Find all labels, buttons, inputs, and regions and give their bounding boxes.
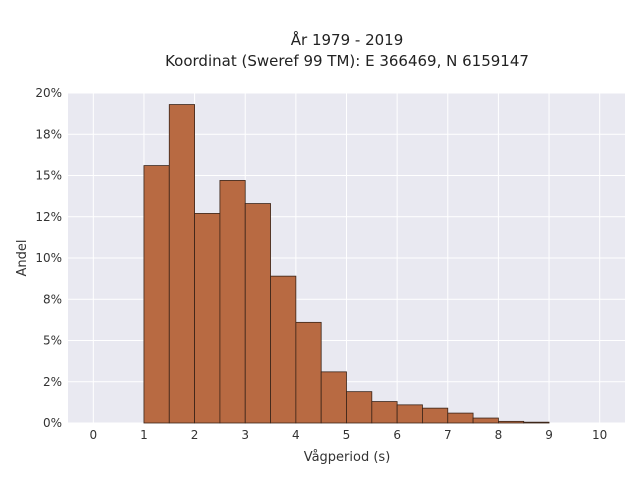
histogram-bar <box>371 401 398 424</box>
y-tick-label: 12% <box>35 210 62 224</box>
histogram-bar <box>498 420 525 424</box>
histogram-bar <box>270 275 297 424</box>
histogram-bars <box>143 104 550 424</box>
histogram-bar <box>295 321 322 424</box>
y-tick-label: 15% <box>35 169 62 183</box>
histogram-bar <box>396 404 423 424</box>
chart-title-line1: År 1979 - 2019 <box>291 30 404 49</box>
x-tick-label: 3 <box>241 428 249 442</box>
y-axis-ticks: 0% 2% 5% 8% 10% 12% 15% 18% 20% <box>35 86 62 430</box>
x-tick-label: 2 <box>191 428 199 442</box>
x-tick-label: 5 <box>343 428 351 442</box>
x-tick-label: 1 <box>140 428 148 442</box>
x-axis-label: Vågperiod (s) <box>304 450 391 465</box>
histogram-bar <box>320 371 347 424</box>
histogram-bar <box>346 391 373 424</box>
x-tick-label: 8 <box>495 428 503 442</box>
x-tick-label: 9 <box>545 428 553 442</box>
y-tick-label: 20% <box>35 86 62 100</box>
y-tick-label: 10% <box>35 251 62 265</box>
histogram-bar <box>447 412 474 424</box>
histogram-bar <box>422 407 449 424</box>
y-axis-label: Andel <box>15 240 30 277</box>
histogram-bar <box>143 165 170 424</box>
histogram-bar <box>523 421 550 424</box>
histogram-bar <box>219 180 246 424</box>
x-tick-label: 6 <box>393 428 401 442</box>
x-tick-label: 10 <box>592 428 607 442</box>
histogram-bar <box>168 104 195 424</box>
y-tick-label: 18% <box>35 127 62 141</box>
y-tick-label: 0% <box>43 416 62 430</box>
histogram-bar <box>472 417 499 424</box>
y-tick-label: 5% <box>43 334 62 348</box>
y-tick-label: 2% <box>43 375 62 389</box>
x-tick-label: 4 <box>292 428 300 442</box>
x-axis-ticks: 0 1 2 3 4 5 6 7 8 9 10 <box>89 428 607 442</box>
histogram-bar <box>244 203 271 424</box>
y-tick-label: 8% <box>43 292 62 306</box>
x-tick-label: 7 <box>444 428 452 442</box>
chart-title-line2: Koordinat (Sweref 99 TM): E 366469, N 61… <box>165 52 529 70</box>
x-tick-label: 0 <box>89 428 97 442</box>
histogram-bar <box>194 213 221 424</box>
